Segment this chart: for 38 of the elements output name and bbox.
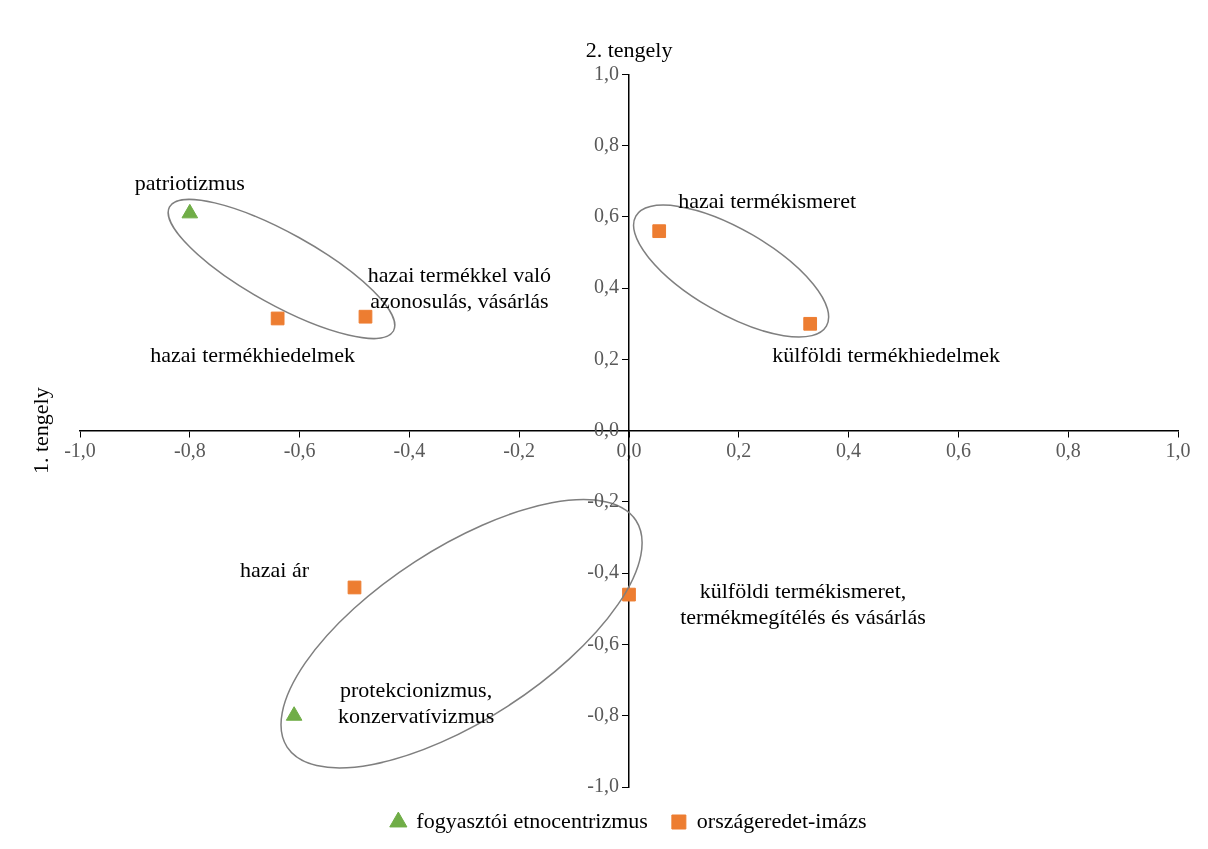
annotation: hazai ár [240, 557, 310, 583]
y-tick-label: 0,4 [594, 275, 619, 298]
point [652, 224, 667, 239]
point [622, 587, 636, 602]
annotation: hazai termékismeret [678, 187, 857, 213]
x-tick-label: -0,6 [283, 438, 316, 461]
x-tick-label: -0,4 [393, 438, 426, 461]
annotation: külföldi termékismeret, termékmegítélés és vásárlás [680, 578, 926, 630]
annotation: külföldi termékhiedelmek [772, 341, 1001, 367]
chart-title: 2. tengely [585, 36, 673, 62]
y-tick-label: 0,8 [594, 132, 619, 155]
y-tick-label: -1,0 [587, 774, 619, 797]
y-tick-label: -0,4 [587, 560, 619, 583]
x-tick-label: 0,6 [945, 438, 971, 461]
point [358, 309, 373, 324]
y-tick-label: 0,2 [594, 346, 619, 369]
legend-label: fogyasztói etnocentrizmus [416, 807, 648, 833]
x-tick-label: -0,8 [173, 438, 206, 461]
y-tick-label: 0,6 [594, 204, 619, 227]
x-tick-label: 0,2 [726, 438, 752, 461]
annotation: hazai termékhiedelmek [150, 342, 355, 368]
x-tick-label: 0,4 [836, 438, 862, 461]
x-tick-label: 1,0 [1165, 438, 1191, 461]
y-tick-label: 1,0 [594, 61, 619, 84]
annotation: protekcionizmus, konzervatívizmus [337, 676, 495, 728]
point [285, 706, 303, 721]
x-tick-label: 0,8 [1055, 438, 1081, 461]
point [270, 311, 285, 326]
y-tick-label: -0,6 [587, 631, 619, 654]
x-tick-label: -1,0 [64, 438, 96, 461]
y-axis-title: 1. tengely [27, 387, 53, 475]
annotation: hazai termékkel való azonosulás, vásárlás [367, 262, 552, 314]
point [803, 316, 818, 331]
y-tick-label: -0,8 [587, 702, 619, 725]
x-tick-label: -0,2 [503, 438, 536, 461]
point [347, 580, 362, 595]
annotation: patriotizmus [134, 170, 245, 196]
legend-label: országeredet-imázs [696, 807, 867, 833]
